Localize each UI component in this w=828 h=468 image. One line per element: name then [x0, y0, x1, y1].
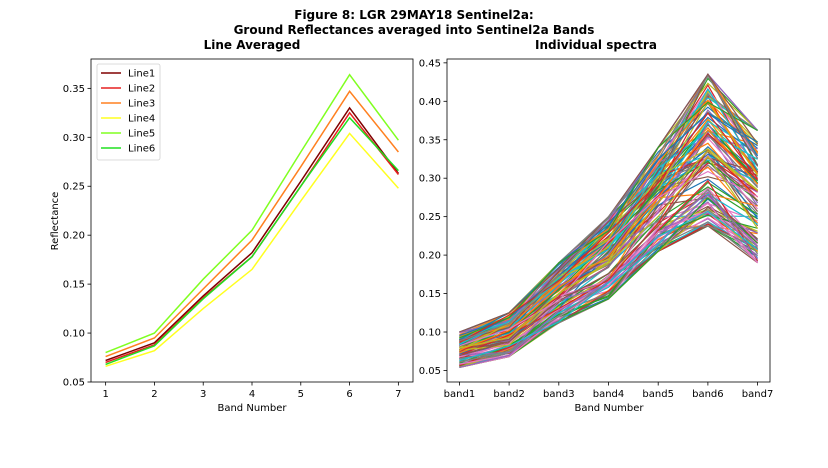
- right-ticks: 0.05 0.10 0.15 0.20 0.25 0.30 0.35 0.40 0.45 band…: [419, 58, 774, 400]
- left-y-tick-label: 0.10: [63, 329, 85, 340]
- left-legend-label-line4: Line4: [128, 114, 155, 125]
- right-spectrum-line: [459, 170, 758, 347]
- right-y-tick-label: 0.45: [419, 58, 441, 69]
- right-spectrum-line: [459, 82, 759, 339]
- right-x-tick-label: band2: [493, 389, 525, 400]
- right-spectrum-line: [459, 109, 759, 348]
- left-x-tick-label: 3: [200, 389, 206, 400]
- right-spectrum-line: [459, 154, 759, 358]
- left-y-tick-label: 0.35: [63, 84, 85, 95]
- right-y-tick-label: 0.10: [419, 328, 441, 339]
- figure-title-line2: Ground Reflectances averaged into Sentin…: [234, 23, 595, 37]
- right-chart-title: Individual spectra: [535, 38, 657, 52]
- left-legend-label-line2: Line2: [128, 84, 155, 95]
- right-y-tick-label: 0.25: [419, 212, 441, 223]
- left-legend-label-line1: Line1: [128, 69, 155, 80]
- right-spectrum-line: [459, 129, 759, 351]
- left-x-tick-label: 6: [346, 389, 352, 400]
- left-series-line-line3: [105, 90, 399, 358]
- left-legend-label-line3: Line3: [128, 99, 155, 110]
- right-x-axis-label: Band Number: [574, 403, 644, 414]
- right-spectrum-line: [459, 112, 759, 343]
- right-x-tick-label: band4: [593, 389, 625, 400]
- left-x-tick-label: 2: [151, 389, 157, 400]
- right-spectrum-line: [459, 155, 759, 349]
- left-y-tick-label: 0.05: [63, 378, 85, 389]
- right-y-tick-label: 0.15: [419, 289, 441, 300]
- left-plot-area: [105, 73, 400, 368]
- left-x-tick-label: 1: [102, 389, 108, 400]
- right-spectrum-line: [459, 149, 758, 351]
- left-y-tick-label: 0.15: [63, 280, 85, 291]
- right-x-tick-label: band5: [642, 389, 674, 400]
- left-y-tick-label: 0.30: [63, 133, 85, 144]
- left-chart: Line Averaged 0.050.100.150.200.250.300.…: [50, 38, 414, 414]
- right-x-tick-label: band7: [742, 389, 774, 400]
- left-y-axis-label: Reflectance: [50, 192, 61, 251]
- left-series-line-line1: [105, 106, 400, 362]
- right-spectrum-line: [459, 210, 758, 362]
- right-spectrum-line: [459, 74, 759, 342]
- right-x-tick-label: band3: [543, 389, 575, 400]
- left-legend: Line1 Line2 Line3 Line4 Line5 Line6: [96, 63, 161, 161]
- right-spectrum-line: [459, 73, 759, 341]
- figure-title-line1: Figure 8: LGR 29MAY18 Sentinel2a:: [294, 8, 533, 22]
- left-y-tick-label: 0.20: [63, 231, 85, 242]
- left-x-tick-label: 7: [395, 389, 401, 400]
- right-x-tick-label: band6: [692, 389, 724, 400]
- right-y-tick-label: 0.05: [419, 366, 441, 377]
- left-series-line-line4: [105, 132, 399, 368]
- right-spectrum-line: [459, 101, 758, 339]
- right-y-tick-label: 0.20: [419, 251, 441, 262]
- left-series-line-line5: [105, 73, 400, 354]
- left-y-tick-label: 0.25: [63, 182, 85, 193]
- left-x-axis-label: Band Number: [217, 403, 287, 414]
- right-plot-area: [459, 73, 759, 368]
- left-legend-label-line6: Line6: [128, 144, 155, 155]
- right-spectrum-line: [459, 223, 758, 359]
- right-y-tick-label: 0.40: [419, 97, 441, 108]
- left-series-line-line6: [105, 116, 399, 366]
- right-y-tick-label: 0.30: [419, 174, 441, 185]
- right-spectrum-line: [459, 73, 759, 341]
- left-ticks: 0.05 0.10 0.15 0.20 0.25 0.30 0.35 1 2 3 4 5 6 7: [63, 84, 402, 400]
- left-legend-label-line5: Line5: [128, 129, 155, 140]
- right-y-tick-label: 0.35: [419, 135, 441, 146]
- left-x-tick-label: 5: [298, 389, 304, 400]
- right-chart: Individual spectra 0.050.100.150.200.250…: [419, 38, 774, 414]
- left-x-tick-label: 4: [249, 389, 255, 400]
- right-x-tick-label: band1: [444, 389, 476, 400]
- left-chart-title: Line Averaged: [204, 38, 301, 52]
